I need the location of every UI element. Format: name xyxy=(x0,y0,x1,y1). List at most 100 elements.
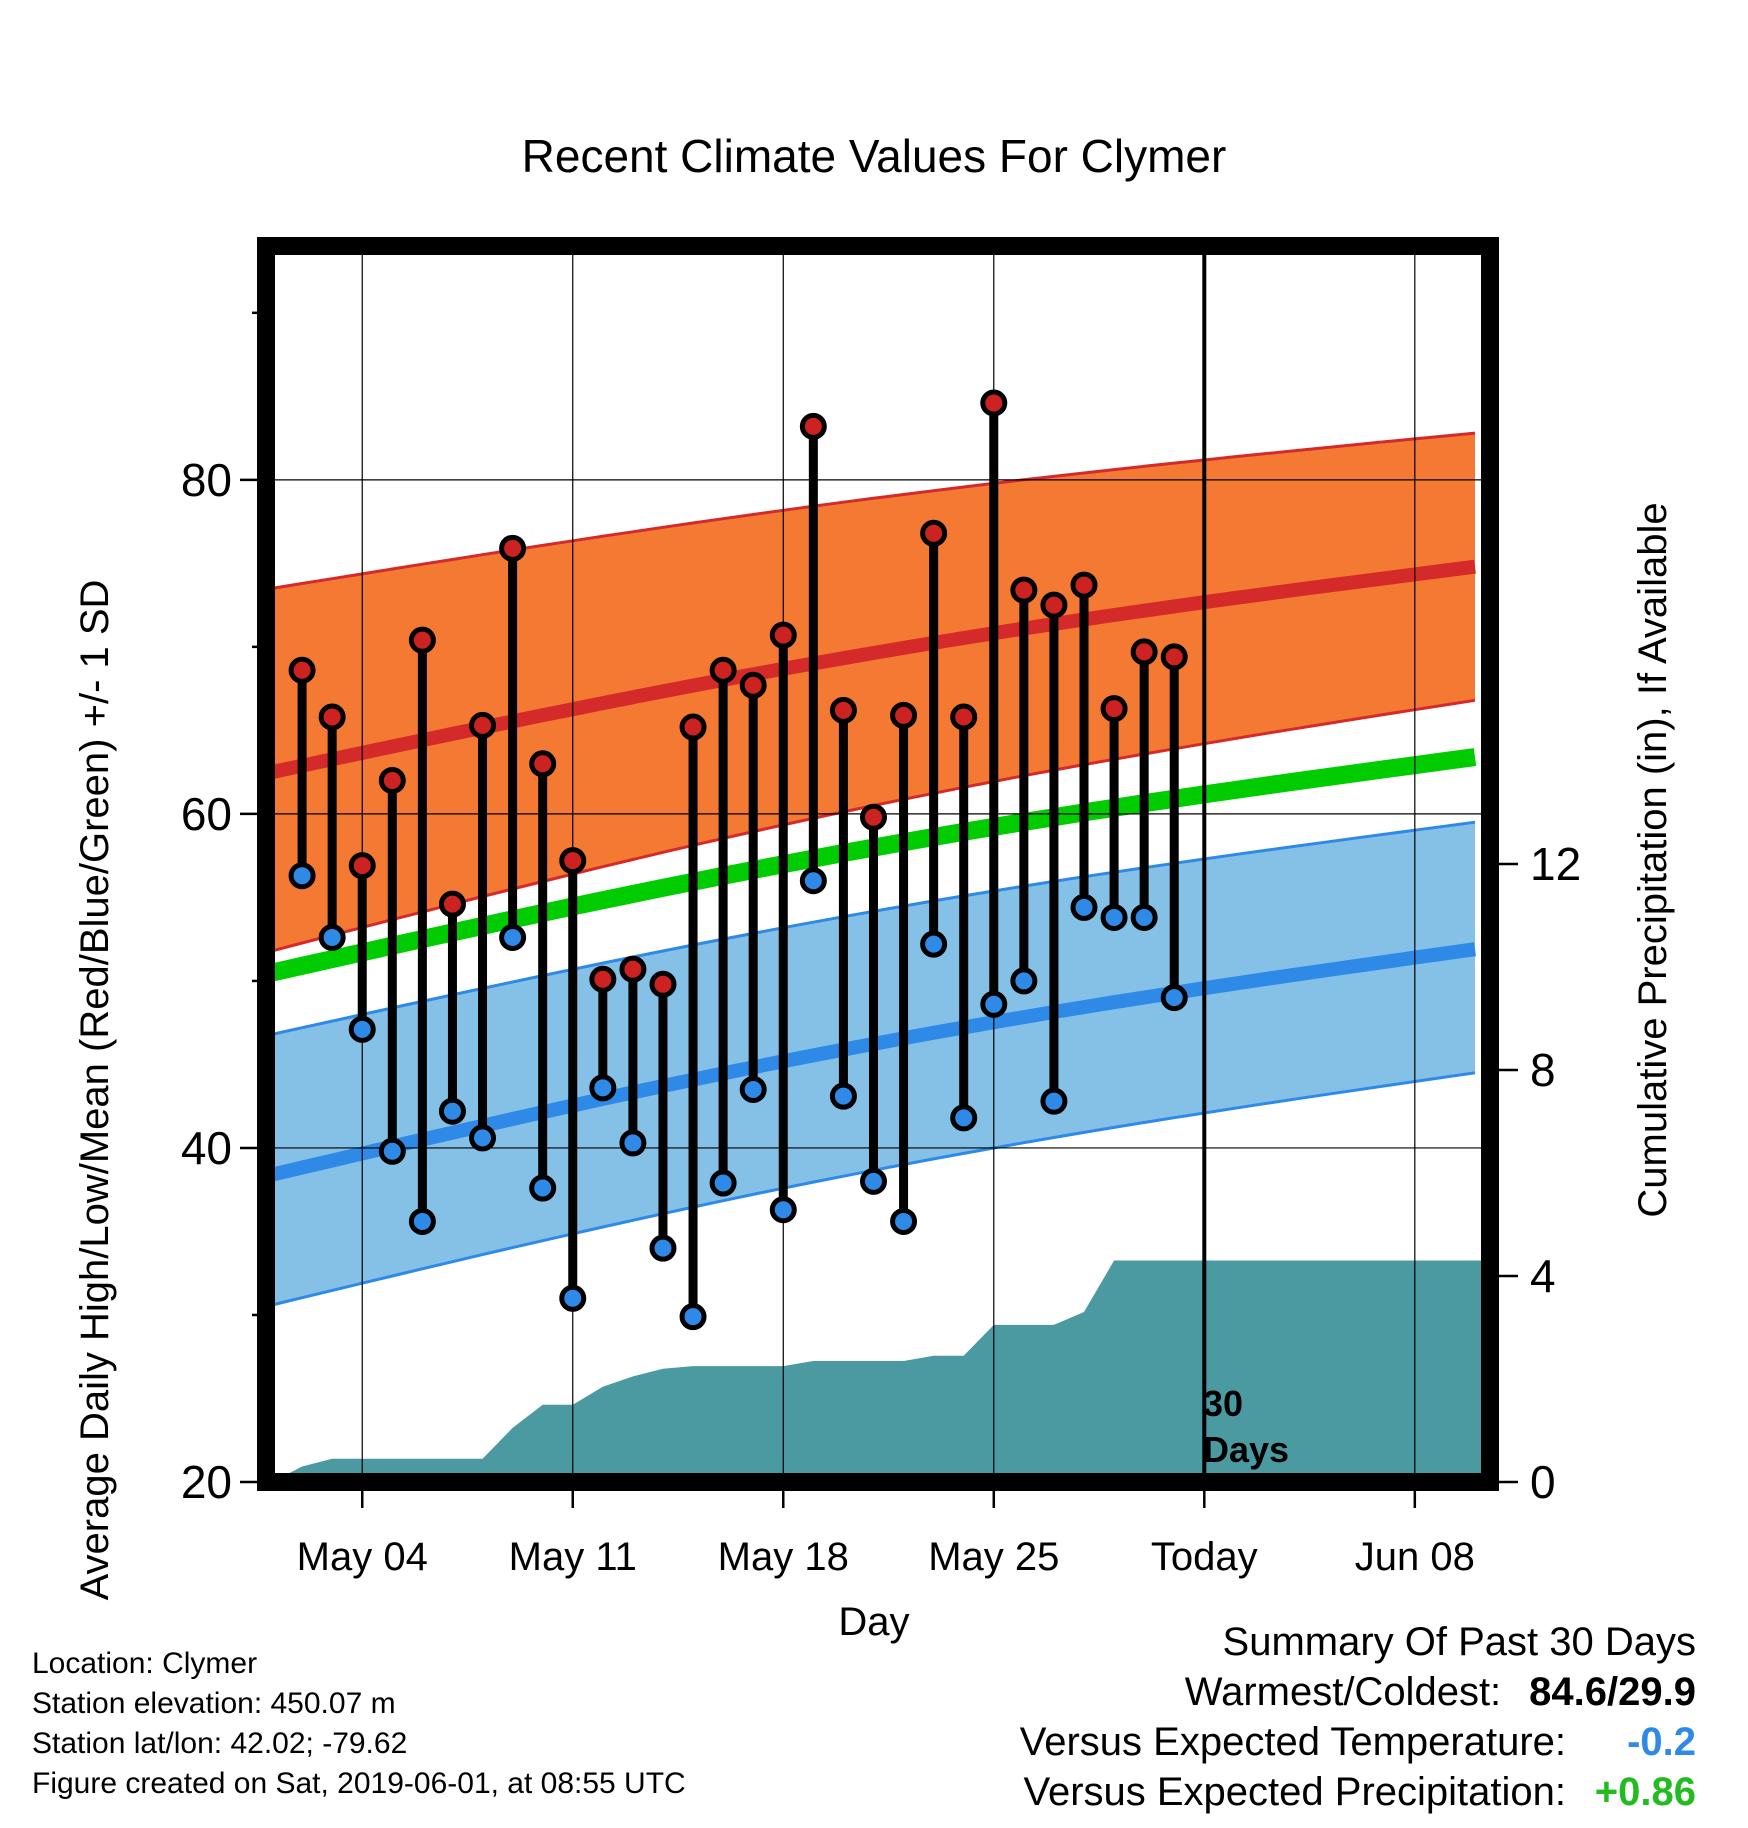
warmest-coldest-value: 84.6/29.9 xyxy=(1529,1670,1696,1714)
high-temp-point xyxy=(529,750,557,778)
low-temp-point xyxy=(529,1174,557,1202)
low-temp-point xyxy=(950,1104,978,1132)
low-temp-point xyxy=(378,1137,406,1165)
high-temp-point xyxy=(829,696,857,724)
high-temp-point xyxy=(890,701,918,729)
low-temp-point xyxy=(438,1097,466,1125)
station-info: Location: Clymer Station elevation: 450.… xyxy=(32,1644,686,1804)
low-temp-point xyxy=(679,1303,707,1331)
high-temp-point xyxy=(1010,576,1038,604)
y2-tick-label: 8 xyxy=(1530,1044,1556,1096)
precip-anomaly-row: Versus Expected Precipitation: +0.86 xyxy=(1020,1770,1696,1820)
summary-heading: Summary Of Past 30 Days xyxy=(1222,1620,1696,1664)
high-temp-point xyxy=(378,766,406,794)
plot-frame xyxy=(257,237,1499,1491)
today-days-label: Days xyxy=(1203,1429,1289,1470)
y-axis-label: Average Daily High/Low/Mean (Red/Blue/Gr… xyxy=(73,580,117,1601)
low-temp-point xyxy=(348,1015,376,1043)
high-temp-point xyxy=(980,389,1008,417)
high-temp-point xyxy=(438,890,466,918)
x-axis-label: Day xyxy=(838,1600,909,1644)
low-temp-point xyxy=(1130,903,1158,931)
y2-tick-label: 12 xyxy=(1530,838,1581,890)
precipitation-layer xyxy=(272,1260,1487,1482)
high-temp-point xyxy=(348,852,376,880)
high-temp-point xyxy=(408,626,436,654)
high-temp-point xyxy=(1070,571,1098,599)
low-temp-point xyxy=(559,1284,587,1312)
today-days-count: 30 xyxy=(1203,1383,1243,1424)
x-tick-label: May 25 xyxy=(928,1535,1059,1579)
high-temp-point xyxy=(799,412,827,440)
y2-tick-label: 0 xyxy=(1530,1456,1556,1508)
x-tick-label: May 11 xyxy=(509,1535,637,1579)
high-temp-point xyxy=(1130,638,1158,666)
low-temp-point xyxy=(408,1207,436,1235)
high-temp-point xyxy=(649,970,677,998)
low-temp-point xyxy=(739,1075,767,1103)
low-temp-point xyxy=(1100,903,1128,931)
low-temp-point xyxy=(619,1129,647,1157)
high-temp-point xyxy=(769,621,797,649)
y-tick-label: 20 xyxy=(181,1456,232,1508)
warmest-coldest-label: Warmest/Coldest: xyxy=(1184,1670,1502,1714)
precip-anomaly-value: +0.86 xyxy=(1594,1770,1696,1814)
station-elevation: Station elevation: 450.07 m xyxy=(32,1687,396,1720)
x-tick-label: Today xyxy=(1151,1535,1258,1579)
low-temp-point xyxy=(288,862,316,890)
temp-anomaly-value: -0.2 xyxy=(1627,1720,1696,1764)
high-temp-point xyxy=(950,703,978,731)
low-temp-point xyxy=(709,1169,737,1197)
high-temp-point xyxy=(859,803,887,831)
station-latlon: Station lat/lon: 42.02; -79.62 xyxy=(32,1727,408,1760)
high-temp-point xyxy=(499,534,527,562)
station-location: Location: Clymer xyxy=(32,1647,258,1680)
y2-tick-label: 4 xyxy=(1530,1250,1556,1302)
low-temp-point xyxy=(318,923,346,951)
low-temp-point xyxy=(649,1234,677,1262)
low-temp-point xyxy=(1040,1087,1068,1115)
low-temp-point xyxy=(890,1207,918,1235)
low-temp-point xyxy=(859,1167,887,1195)
precipitation-area xyxy=(272,1260,1487,1482)
low-temp-point xyxy=(980,990,1008,1018)
low-temp-point xyxy=(1070,893,1098,921)
y-tick-label: 40 xyxy=(181,1122,232,1174)
high-temp-point xyxy=(679,713,707,741)
temp-anomaly-label: Versus Expected Temperature: xyxy=(1019,1720,1566,1764)
summary-panel: Summary Of Past 30 Days Warmest/Coldest:… xyxy=(1020,1620,1696,1820)
low-temp-point xyxy=(829,1082,857,1110)
low-temp-point xyxy=(589,1074,617,1102)
high-temp-point xyxy=(619,955,647,983)
high-temp-point xyxy=(739,671,767,699)
high-temp-point xyxy=(920,519,948,547)
y-tick-label: 80 xyxy=(181,454,232,506)
y2-axis-label: Cumulative Precipitation (in), If Availa… xyxy=(1631,502,1675,1217)
x-tick-label: May 18 xyxy=(718,1535,849,1579)
high-temp-point xyxy=(1160,643,1188,671)
axes-layer: 20 40 60 80 0 4 8 12 May 04 May 11 May 18 May 25 Tod… xyxy=(181,311,1581,1579)
low-temp-point xyxy=(469,1124,497,1152)
low-temp-point xyxy=(769,1196,797,1224)
high-upper-edge xyxy=(271,431,1476,590)
warmest-coldest-row: Warmest/Coldest: 84.6/29.9 xyxy=(1020,1670,1696,1720)
temp-anomaly-row: Versus Expected Temperature: -0.2 xyxy=(1020,1720,1696,1770)
high-temp-point xyxy=(288,656,316,684)
x-tick-label: May 04 xyxy=(297,1535,428,1579)
high-temp-point xyxy=(469,711,497,739)
figure-created: Figure created on Sat, 2019-06-01, at 08… xyxy=(32,1767,686,1800)
high-temp-point xyxy=(559,847,587,875)
low-temp-point xyxy=(799,867,827,895)
low-temp-point xyxy=(1010,967,1038,995)
low-temp-point xyxy=(920,930,948,958)
low-temp-point xyxy=(1160,984,1188,1012)
high-temp-point xyxy=(318,703,346,731)
high-temp-point xyxy=(1100,695,1128,723)
y-tick-label: 60 xyxy=(181,788,232,840)
chart-title: Recent Climate Values For Clymer xyxy=(522,130,1227,182)
high-temp-point xyxy=(589,965,617,993)
precip-anomaly-label: Versus Expected Precipitation: xyxy=(1023,1770,1566,1814)
x-tick-label: Jun 08 xyxy=(1355,1535,1475,1579)
low-temp-point xyxy=(499,923,527,951)
high-temp-point xyxy=(709,656,737,684)
